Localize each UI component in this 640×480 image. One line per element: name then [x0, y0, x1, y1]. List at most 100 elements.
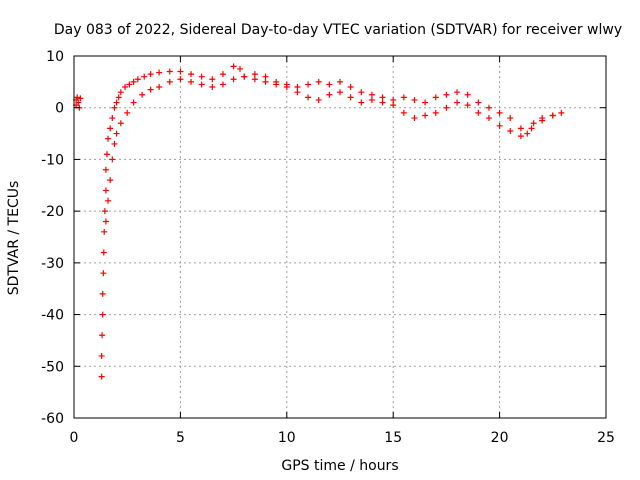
data-point [517, 125, 524, 132]
data-point [101, 228, 108, 235]
data-point [105, 135, 112, 142]
y-tick-label: -60 [41, 411, 64, 427]
data-point [115, 94, 122, 101]
data-point [528, 125, 535, 132]
data-point [109, 156, 116, 163]
data-point [126, 81, 133, 88]
data-point [105, 197, 112, 204]
data-point [507, 115, 514, 122]
data-point [102, 166, 109, 173]
data-point [422, 99, 429, 106]
y-tick-label: 0 [55, 101, 64, 117]
data-point [219, 71, 226, 78]
data-point [558, 109, 565, 116]
data-point [347, 84, 354, 91]
data-point [464, 102, 471, 109]
data-point [236, 65, 243, 72]
x-axis-label: GPS time / hours [281, 458, 398, 474]
data-point [100, 249, 107, 256]
data-point [337, 89, 343, 96]
data-point [251, 76, 258, 83]
data-points [73, 63, 565, 380]
y-tick-label: 10 [46, 49, 64, 65]
data-point [443, 104, 450, 111]
data-point [283, 84, 290, 91]
data-point [117, 120, 124, 127]
data-point [188, 71, 195, 78]
data-point [107, 177, 114, 184]
data-point [262, 78, 269, 85]
data-point [139, 91, 146, 98]
data-point [98, 352, 105, 359]
data-point [147, 71, 154, 78]
data-point [98, 373, 105, 380]
y-tick-label: -40 [41, 308, 64, 324]
data-point [390, 102, 397, 109]
data-point [124, 109, 131, 116]
data-point [517, 133, 524, 140]
data-point [230, 63, 237, 70]
data-point [177, 76, 184, 83]
data-point [347, 94, 354, 101]
x-tick-label: 15 [384, 430, 402, 446]
chart-title: Day 083 of 2022, Sidereal Day-to-day VTE… [54, 22, 622, 38]
data-point [496, 122, 503, 129]
data-point [130, 99, 137, 106]
data-point [122, 84, 129, 91]
data-point [294, 84, 301, 91]
data-point [99, 332, 106, 339]
data-point [485, 104, 492, 111]
data-point [379, 99, 386, 106]
data-point [166, 68, 173, 75]
data-point [111, 140, 118, 147]
data-point [539, 117, 546, 124]
data-point [102, 187, 109, 194]
data-point [454, 89, 461, 96]
data-point [134, 76, 141, 83]
data-point [156, 69, 163, 76]
data-point [177, 68, 184, 75]
data-point [219, 81, 226, 88]
data-point [475, 109, 482, 116]
data-point [102, 218, 109, 225]
data-point [117, 89, 124, 96]
data-point [141, 73, 148, 80]
data-point [326, 91, 333, 98]
data-point [475, 99, 482, 106]
x-tick-label: 10 [278, 430, 296, 446]
data-point [524, 130, 531, 137]
data-point [390, 96, 397, 103]
plot-frame [73, 55, 607, 419]
data-point [113, 130, 120, 137]
data-point [496, 109, 503, 116]
data-point [77, 95, 84, 102]
data-point [273, 81, 280, 88]
data-point [432, 94, 439, 101]
data-point [294, 89, 301, 96]
y-tick-label: -50 [41, 359, 64, 375]
data-point [358, 99, 365, 106]
x-tick-label: 20 [491, 430, 509, 446]
data-point [156, 84, 163, 91]
data-point [209, 76, 216, 83]
data-point [411, 115, 418, 122]
data-point [454, 99, 461, 106]
y-tick-label: -30 [41, 256, 64, 272]
data-point [230, 76, 237, 83]
data-point [103, 151, 110, 158]
data-point [130, 78, 137, 85]
data-point [75, 99, 82, 106]
data-point [209, 84, 216, 91]
data-point [422, 112, 429, 119]
data-point [549, 112, 556, 119]
data-point [400, 94, 407, 101]
data-point [198, 73, 205, 80]
data-point [507, 127, 514, 134]
data-point [432, 109, 439, 116]
data-point [74, 94, 81, 101]
data-point [113, 99, 120, 106]
axis-ticks: 0 5 10 15 20 25 10 0 -10 -20 -30 -40 -50 -60 [41, 49, 615, 446]
data-point [368, 91, 375, 98]
grid-lines [74, 56, 606, 418]
data-point [443, 91, 450, 98]
